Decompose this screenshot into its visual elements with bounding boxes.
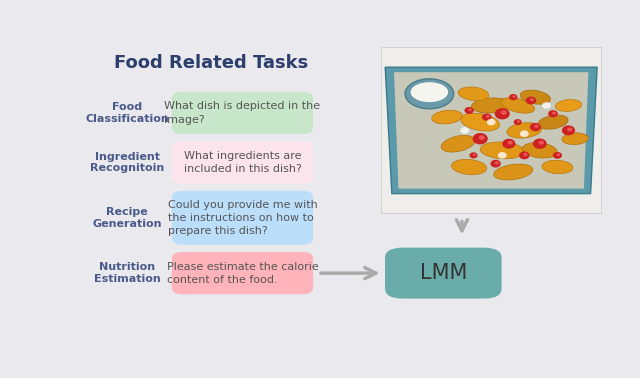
Ellipse shape xyxy=(480,142,524,159)
Ellipse shape xyxy=(432,110,462,124)
Ellipse shape xyxy=(405,79,454,109)
Text: Food
Classification: Food Classification xyxy=(85,102,169,124)
Text: Ingredient
Recognitoin: Ingredient Recognitoin xyxy=(90,152,164,173)
Text: What dish is depicted in the
image?: What dish is depicted in the image? xyxy=(164,101,321,125)
Ellipse shape xyxy=(458,87,489,101)
Text: LMM: LMM xyxy=(420,263,467,283)
Circle shape xyxy=(462,105,476,116)
Ellipse shape xyxy=(562,133,588,145)
Circle shape xyxy=(488,158,503,169)
FancyBboxPatch shape xyxy=(172,141,313,184)
Polygon shape xyxy=(394,72,588,189)
Circle shape xyxy=(460,127,469,134)
Circle shape xyxy=(508,141,513,145)
Ellipse shape xyxy=(411,82,448,102)
Circle shape xyxy=(508,93,518,101)
FancyBboxPatch shape xyxy=(172,92,313,134)
Ellipse shape xyxy=(452,160,486,175)
Circle shape xyxy=(494,160,500,165)
Circle shape xyxy=(495,108,509,119)
Circle shape xyxy=(561,125,575,136)
Circle shape xyxy=(524,153,527,156)
Circle shape xyxy=(474,134,487,144)
Ellipse shape xyxy=(556,99,582,112)
FancyBboxPatch shape xyxy=(172,191,313,245)
Ellipse shape xyxy=(501,98,534,113)
Ellipse shape xyxy=(520,90,550,104)
Circle shape xyxy=(552,111,557,115)
Circle shape xyxy=(538,141,543,145)
Polygon shape xyxy=(385,67,597,194)
Text: Nutrition
Estimation: Nutrition Estimation xyxy=(93,262,161,284)
Circle shape xyxy=(516,119,522,123)
Text: Please estimate the calorie
content of the food.: Please estimate the calorie content of t… xyxy=(166,262,318,285)
FancyBboxPatch shape xyxy=(381,47,602,214)
Circle shape xyxy=(511,117,524,127)
Circle shape xyxy=(487,119,495,125)
Ellipse shape xyxy=(507,123,542,138)
Circle shape xyxy=(479,136,484,140)
Circle shape xyxy=(529,97,536,102)
Circle shape xyxy=(483,114,491,120)
Circle shape xyxy=(501,111,506,115)
Circle shape xyxy=(502,139,515,149)
Circle shape xyxy=(542,102,551,109)
Text: Food Related Tasks: Food Related Tasks xyxy=(115,54,308,72)
Circle shape xyxy=(520,130,529,137)
Ellipse shape xyxy=(472,98,511,113)
Text: What ingredients are
included in this dish?: What ingredients are included in this di… xyxy=(184,151,301,174)
Circle shape xyxy=(486,115,490,118)
Circle shape xyxy=(512,95,516,98)
FancyBboxPatch shape xyxy=(172,252,313,294)
Circle shape xyxy=(553,152,562,159)
Ellipse shape xyxy=(538,115,568,129)
Ellipse shape xyxy=(522,143,557,158)
Circle shape xyxy=(567,127,573,132)
Circle shape xyxy=(520,152,529,158)
Circle shape xyxy=(468,107,474,112)
Circle shape xyxy=(534,124,540,128)
Ellipse shape xyxy=(542,160,573,174)
Circle shape xyxy=(472,153,476,156)
Text: Could you provide me with
the instructions on how to
prepare this dish?: Could you provide me with the instructio… xyxy=(168,200,317,236)
Text: Recipe
Generation: Recipe Generation xyxy=(92,207,162,229)
Ellipse shape xyxy=(493,164,533,180)
Ellipse shape xyxy=(441,135,475,152)
Circle shape xyxy=(533,139,547,149)
Circle shape xyxy=(529,122,542,132)
Circle shape xyxy=(557,153,560,156)
Text: Food Image: Food Image xyxy=(403,54,520,72)
Circle shape xyxy=(524,95,538,106)
Circle shape xyxy=(469,152,478,159)
Circle shape xyxy=(547,109,559,119)
Ellipse shape xyxy=(461,113,500,131)
Circle shape xyxy=(498,152,507,159)
FancyBboxPatch shape xyxy=(385,248,502,299)
